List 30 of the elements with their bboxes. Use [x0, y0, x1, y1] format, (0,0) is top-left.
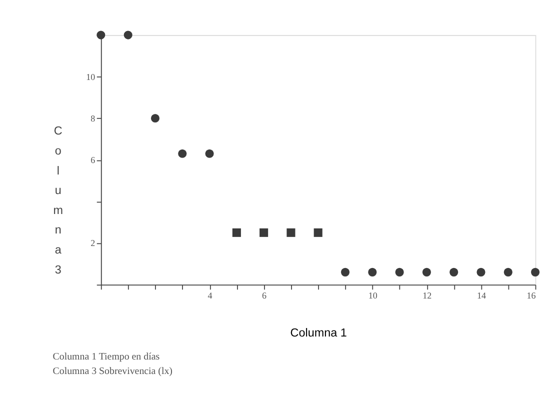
point — [286, 228, 296, 237]
point — [531, 268, 540, 276]
x-tick-label: 12 — [422, 290, 432, 301]
point — [422, 268, 431, 276]
text: Columna 3 Sobrevivencia (lx) — [52, 366, 172, 377]
point — [150, 114, 160, 123]
point — [450, 268, 458, 276]
point — [314, 228, 322, 237]
y-tick-label: 6 — [90, 155, 96, 166]
x-tick-label: 6 — [262, 290, 268, 301]
y-tick-label: 2 — [90, 238, 96, 248]
text: Columna 1 Tiempo en días — [52, 351, 160, 362]
point — [124, 30, 132, 40]
x-tick-label: 10 — [368, 290, 378, 301]
point — [340, 268, 350, 276]
point — [368, 268, 377, 276]
point — [232, 228, 241, 237]
x-axis-title: Columna 1 — [290, 326, 347, 340]
x-tick-label: 14 — [476, 290, 486, 301]
point — [395, 268, 404, 276]
x-tick-label: 16 — [526, 290, 536, 301]
y-tick-label: 8 — [90, 113, 96, 124]
point — [205, 149, 214, 158]
point — [260, 228, 268, 237]
point — [476, 268, 486, 276]
point — [178, 149, 187, 158]
point — [504, 268, 512, 276]
y-axis-title: Columna 3 — [53, 124, 63, 276]
x-tick-label: 4 — [208, 290, 213, 301]
y-tick-label: 10 — [86, 72, 96, 82]
